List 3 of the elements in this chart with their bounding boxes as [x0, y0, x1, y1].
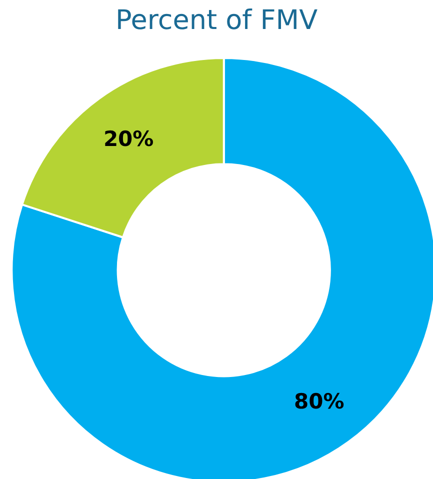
data-label: 20% — [103, 126, 154, 151]
chart-title: Percent of FMV — [115, 5, 318, 36]
data-label: 80% — [294, 389, 344, 414]
